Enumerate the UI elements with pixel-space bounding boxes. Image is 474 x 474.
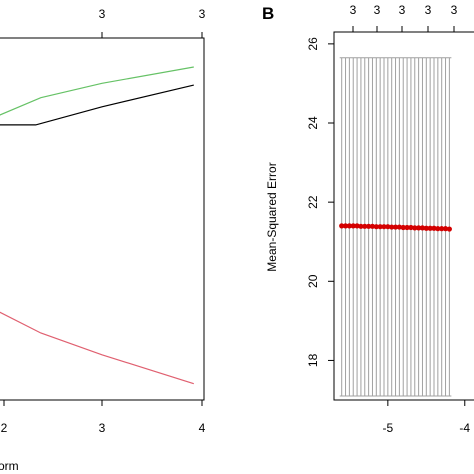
panel-a-series-group (0, 66, 194, 385)
panel-b-y-axis: 18 20 22 24 26 (306, 37, 334, 367)
panel-b-point (389, 224, 395, 230)
panel-b-point (416, 225, 422, 231)
panel-b-x-tick-label: -5 (383, 421, 394, 435)
panel-b-x-tick-label: -4 (459, 421, 470, 435)
panel-b-top-tick-label: 3 (350, 3, 357, 17)
panel-b-point (419, 225, 426, 231)
panel-b-point (385, 224, 391, 230)
panel-b-point (400, 224, 406, 231)
panel-b-plot-frame (333, 31, 474, 401)
panel-b-point (408, 224, 414, 231)
panel-b-point (442, 226, 449, 232)
panel-b-point (446, 226, 452, 232)
panel-b-label: B (262, 4, 274, 23)
panel-b-point (396, 224, 402, 230)
panel-a-x-axis: 2 3 4 (1, 400, 206, 435)
panel-a-x-axis-label: orm (0, 459, 19, 473)
panel-b-y-tick-label: 22 (306, 195, 320, 209)
panel-b-point (350, 223, 356, 229)
panel-a-series-line-3 (0, 311, 194, 385)
panel-b-top-tick-label: 3 (425, 3, 432, 17)
panel-b-points (339, 223, 452, 232)
panel-b-point (435, 226, 441, 232)
panel-a-top-tick-label: 3 (199, 7, 206, 21)
panel-b-point (431, 225, 437, 231)
panel-a-x-tick-label: 4 (199, 421, 206, 435)
panel-b-point (412, 225, 418, 231)
panel-b-point (362, 223, 368, 229)
panel-b-point (354, 223, 360, 229)
panel-b-point (423, 225, 429, 231)
panel-b-x-axis: -5 -4 (383, 400, 470, 435)
panel-a-x-tick-label: 3 (99, 421, 106, 435)
panel-b-point (342, 223, 349, 229)
panel-b-point (427, 225, 433, 231)
panel-a-series-line-2 (0, 84, 194, 126)
panel-b-point (381, 224, 387, 230)
panel-b-y-tick-label: 24 (306, 116, 320, 130)
panel-a-x-tick-label: 2 (1, 421, 8, 435)
panel-b-top-tick-label: 3 (374, 3, 381, 17)
panel-b-point (377, 224, 383, 230)
panel-b-top-tick-label: 3 (399, 3, 406, 17)
panel-b-top-tick-label: 3 (451, 3, 458, 17)
panel-b-point (346, 223, 352, 229)
panel-b-y-axis-label: Mean-Squared Error (265, 162, 279, 271)
panel-b-point (392, 224, 399, 230)
panel-a-plot-frame (0, 37, 205, 401)
panel-b-y-tick-label: 18 (306, 353, 320, 367)
panel-b-y-tick-label: 26 (306, 37, 320, 51)
panel-b-top-axis: 333333 (350, 3, 458, 32)
panel-b-point (358, 223, 364, 229)
panel-b-point (369, 223, 376, 229)
panel-b-point (339, 223, 345, 229)
panel-b-point (373, 224, 379, 230)
panel-b-y-tick-label: 20 (306, 274, 320, 288)
panel-a-top-tick-label: 3 (99, 7, 106, 21)
panel-a-series-line-1 (0, 66, 194, 116)
panel-b-point (439, 226, 445, 232)
panel-b-point (404, 224, 410, 231)
panel-b-point (366, 223, 372, 229)
